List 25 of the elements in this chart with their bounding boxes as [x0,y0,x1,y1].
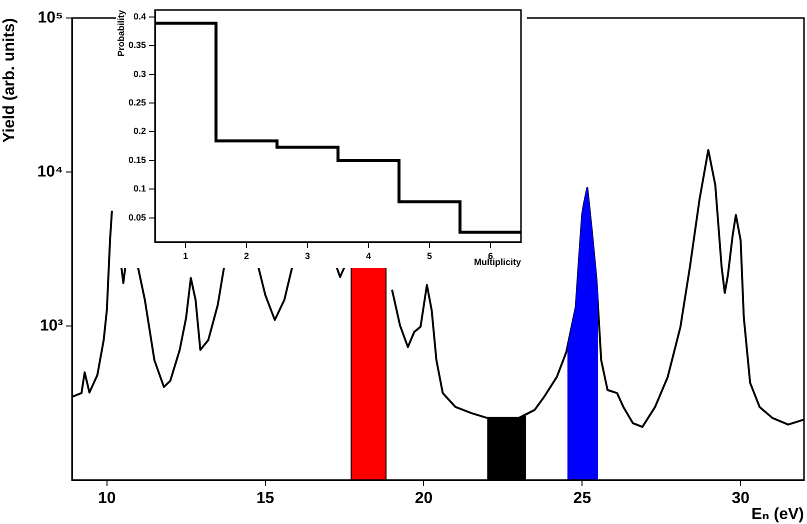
x-axis-title: Multiplicity [474,257,521,268]
x-tick-label: 10 [98,490,116,508]
x-tick-label: 15 [256,490,274,508]
y-tick-label: 0.3 [133,68,146,79]
y-tick-label: 0.4 [133,11,146,22]
x-tick-label: 1 [182,250,188,261]
x-tick-label: 30 [732,490,750,508]
y-tick-label: 10³ [40,317,63,334]
x-tick-label: 4 [366,250,372,261]
y-tick-label: 0.35 [128,40,146,50]
y-tick-label: 10⁴ [37,163,64,180]
x-axis-title: Eₙ (eV) [751,506,804,523]
x-tick-label: 2 [244,250,250,261]
y-axis-title: Probability [116,10,126,57]
y-tick-label: 10⁵ [38,9,63,26]
y-tick-label: 0.1 [133,184,146,194]
y-tick-label: 0.15 [128,154,146,165]
y-tick-label: 0.25 [128,98,146,108]
y-tick-label: 0.05 [128,212,146,222]
x-tick-label: 20 [414,490,433,508]
y-tick-label: 0.2 [133,126,146,136]
x-tick-label: 5 [426,250,432,261]
x-tick-label: 3 [304,250,310,261]
x-tick-label: 25 [573,490,592,508]
y-axis-title: Yield (arb. units) [1,18,18,143]
